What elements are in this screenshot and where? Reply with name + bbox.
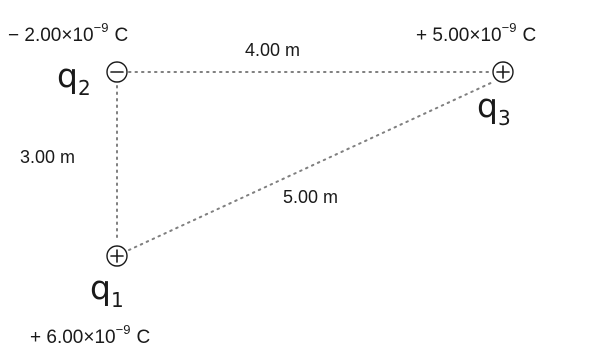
q1-unit: C [136,327,150,348]
q3-unit: C [522,25,536,46]
q1-symbol: q [90,268,111,307]
q2-times: × [61,25,72,46]
charge-q1: q1 + 6.00×10−9 C [30,245,150,348]
q2-exponent: −9 [94,20,109,35]
q2-subscript: 2 [78,76,91,100]
q1-charge-value: + 6.00×10−9 C [30,322,150,348]
q1-mantissa: + 6.00 [30,327,83,348]
q3-times: × [469,25,480,46]
charge-q3: q3 + 5.00×10−9 C [416,20,536,130]
q3-symbol: q [477,86,498,125]
distance-label-q1-q3: 5.00 m [283,187,338,207]
q1-label: q1 [90,268,124,312]
q2-label: q2 [57,56,91,100]
q3-subscript: 3 [498,106,511,130]
q1-subscript: 1 [111,288,124,312]
q2-symbol: q [57,56,78,95]
q2-base: 10 [72,25,93,46]
distance-label-q2-q3: 4.00 m [245,40,300,60]
q2-charge-value: − 2.00×10−9 C [8,20,128,46]
q3-exponent: −9 [502,20,517,35]
distance-label-q1-q2: 3.00 m [20,147,75,167]
q3-mantissa: + 5.00 [416,25,469,46]
separation-line-q1-q3 [128,81,494,251]
q2-unit: C [114,25,128,46]
q1-times: × [83,327,94,348]
charge-q2: q2 − 2.00×10−9 C [8,20,128,100]
q3-base: 10 [480,25,501,46]
q3-label: q3 [477,86,511,130]
q1-base: 10 [94,327,115,348]
q1-exponent: −9 [116,322,131,337]
q2-mantissa: − 2.00 [8,25,61,46]
q3-charge-value: + 5.00×10−9 C [416,20,536,46]
